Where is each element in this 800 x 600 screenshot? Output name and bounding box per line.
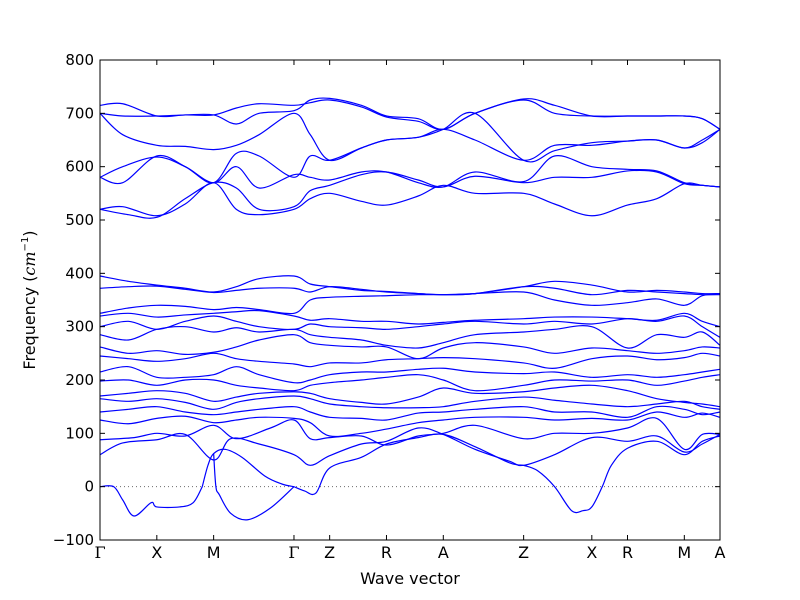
- phonon-branch-2: [201, 448, 295, 488]
- phonon-branch-13: [99, 366, 721, 384]
- phonon-branch-14: [99, 352, 721, 369]
- y-tick-label: 0: [84, 478, 94, 496]
- phonon-branch-18: [99, 309, 721, 328]
- x-tick-label: R: [381, 543, 392, 562]
- x-tick-label: X: [151, 543, 162, 562]
- phonon-branch-12: [99, 374, 721, 392]
- phonon-branch-7: [99, 417, 721, 451]
- x-tick-label: X: [586, 543, 597, 562]
- phonon-branch-6: [99, 427, 721, 467]
- x-tick-label: M: [677, 543, 691, 562]
- plot-background: [100, 60, 720, 540]
- y-tick-label: 200: [65, 371, 94, 389]
- y-tick-label: 300: [65, 318, 94, 336]
- phonon-branch-10: [99, 395, 721, 410]
- x-tick-label: Z: [324, 543, 335, 562]
- series-layer: [99, 97, 721, 521]
- phonon-branch-4: [293, 433, 524, 496]
- y-tick-label: 700: [65, 104, 94, 122]
- y-tick-label: −100: [53, 531, 94, 549]
- phonon-branch-19: [99, 291, 721, 315]
- plot-frame: [99, 59, 721, 541]
- phonon-branch-1: [99, 485, 203, 517]
- y-tick-label: 100: [65, 424, 94, 442]
- phonon-branch-16: [99, 325, 721, 349]
- phonon-branch-24: [99, 155, 721, 189]
- x-tick-label: Γ: [94, 543, 105, 562]
- x-tick-label: A: [715, 543, 726, 562]
- phonon-branch-9: [99, 405, 721, 421]
- x-axis-label: Wave vector: [360, 569, 460, 588]
- phonon-branch-26: [99, 111, 721, 163]
- y-tick-label: 800: [65, 51, 94, 69]
- phonon-branch-5: [523, 435, 721, 514]
- phonon-branch-11: [99, 384, 721, 408]
- phonon-branch-3: [213, 453, 295, 521]
- x-tick-label: M: [207, 543, 221, 562]
- phonon-branch-28: [99, 98, 721, 131]
- phonon-branch-8: [99, 411, 721, 438]
- x-tick-label: R: [622, 543, 633, 562]
- phonon-branch-15: [99, 334, 721, 360]
- y-tick-label: 600: [65, 158, 94, 176]
- x-tick-label: A: [438, 543, 449, 562]
- y-axis-label: Frequency (cm−1): [20, 230, 39, 369]
- phonon-branch-21: [99, 275, 721, 296]
- y-axis-ticks: −100 0 100 200 300 400 500 600 700 800: [53, 51, 720, 549]
- y-tick-label: 400: [65, 264, 94, 282]
- y-tick-label: 500: [65, 211, 94, 229]
- x-tick-label: Γ: [288, 543, 299, 562]
- x-tick-label: Z: [518, 543, 529, 562]
